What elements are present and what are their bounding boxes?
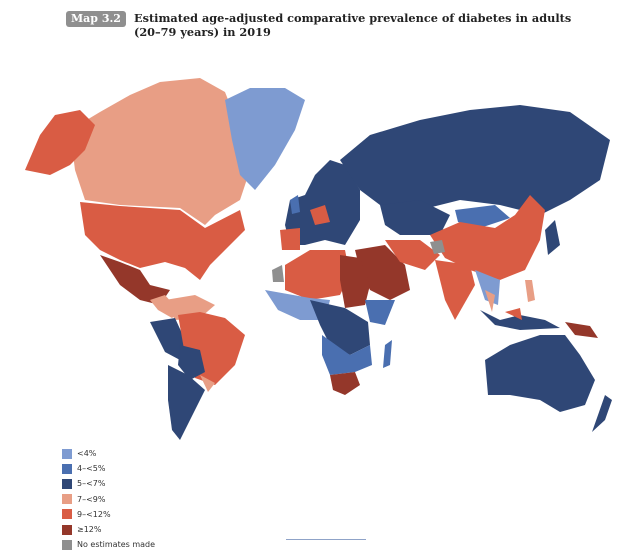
region-mongolia — [455, 205, 510, 228]
legend-swatch — [62, 509, 72, 520]
legend-label: 9–<12% — [77, 509, 111, 519]
region-argentina-chile — [168, 365, 205, 440]
region-india — [435, 260, 475, 320]
region-russia — [340, 105, 610, 215]
region-canada — [70, 78, 250, 225]
region-new-zealand — [592, 395, 612, 432]
legend-item-no-estimates: No estimates made — [62, 537, 155, 552]
region-south-africa — [330, 372, 360, 395]
region-japan-korea — [545, 220, 560, 255]
legend-swatch — [62, 478, 72, 489]
region-greenland — [225, 88, 305, 190]
region-uk — [290, 195, 300, 214]
legend-label: <4% — [77, 449, 97, 459]
legend-swatch — [62, 463, 72, 474]
legend-label: 5–<7% — [77, 479, 106, 489]
region-madagascar — [383, 340, 392, 368]
legend-label: 4–<5% — [77, 464, 106, 474]
legend-label: 7–<9% — [77, 494, 106, 504]
legend-item-7-9: 7–<9% — [62, 492, 155, 507]
legend-swatch — [62, 494, 72, 505]
region-mexico — [100, 255, 170, 305]
region-egypt-sudan — [340, 255, 370, 308]
region-uruguay — [200, 375, 215, 392]
region-usa — [80, 202, 245, 280]
region-horn-of-africa — [365, 300, 395, 325]
region-central-africa — [310, 300, 370, 355]
legend-label: No estimates made — [77, 540, 156, 550]
region-europe — [285, 160, 360, 245]
region-thailand — [485, 290, 495, 312]
legend-swatch — [62, 524, 72, 535]
legend-item-12-plus: ≥12% — [62, 522, 155, 537]
region-north-africa — [285, 250, 350, 300]
region-west-africa — [265, 290, 330, 320]
region-iberia — [280, 228, 300, 250]
legend-swatch — [62, 448, 72, 459]
region-philippines — [525, 280, 535, 302]
map-title: Estimated age-adjusted comparative preva… — [133, 11, 572, 39]
map-title-row: Map 3.2 Estimated age-adjusted comparati… — [66, 11, 594, 39]
legend-item-4-5: 4–<5% — [62, 461, 155, 476]
legend-label: ≥12% — [77, 525, 102, 535]
region-peru-ecuador — [150, 318, 185, 360]
region-kazakhstan — [380, 200, 450, 235]
region-bolivia-paraguay — [178, 345, 205, 380]
legend-swatch — [62, 539, 72, 550]
map-legend: <4% 4–<5% 5–<7% 7–<9% 9–<12% ≥12% No est… — [62, 446, 155, 552]
region-west-sahara — [272, 265, 284, 282]
region-australia — [485, 335, 595, 412]
region-iran-pakistan — [385, 240, 440, 270]
region-china — [430, 195, 545, 280]
region-indonesia — [480, 310, 560, 330]
footnote-divider — [286, 539, 366, 540]
map-number-badge: Map 3.2 — [66, 11, 126, 27]
legend-item-9-12: 9–<12% — [62, 507, 155, 522]
region-papua-new-guinea — [565, 322, 598, 338]
region-malaysia — [505, 308, 522, 320]
region-central-europe — [310, 205, 330, 225]
region-southern-africa — [322, 335, 372, 375]
legend-item-under-4: <4% — [62, 446, 155, 461]
region-afghanistan — [430, 240, 445, 254]
region-alaska — [25, 110, 95, 175]
legend-item-5-7: 5–<7% — [62, 476, 155, 491]
